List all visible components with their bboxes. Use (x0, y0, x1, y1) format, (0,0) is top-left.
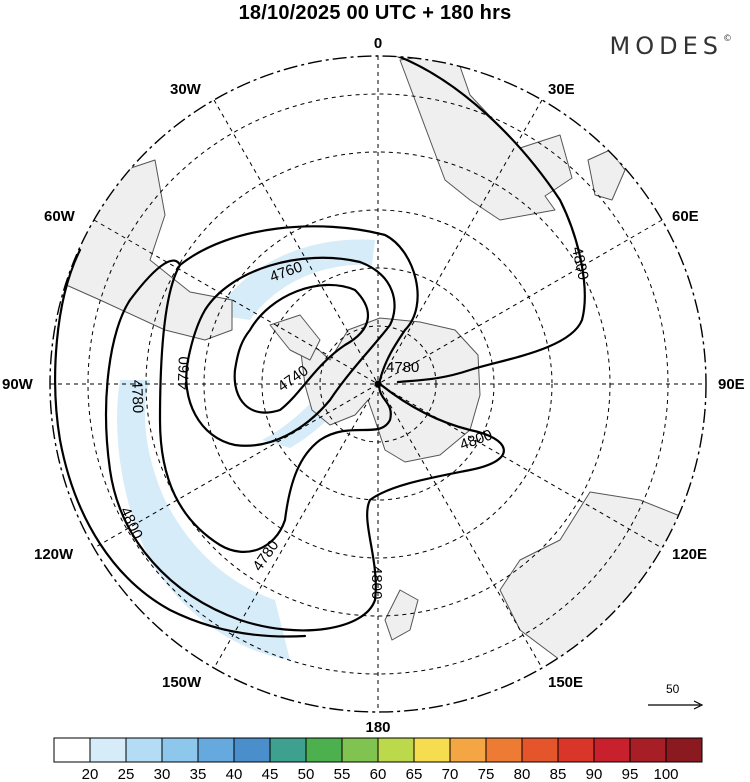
colorbar-swatch (486, 738, 522, 762)
lon-label-60e: 60E (672, 208, 699, 225)
colorbar-swatch (162, 738, 198, 762)
colorbar-label: 55 (334, 766, 351, 782)
madagascar-landmass (588, 150, 625, 200)
colorbar-swatch (450, 738, 486, 762)
contour-label-4800-south: 4800 (368, 566, 385, 599)
colorbar-swatch (342, 738, 378, 762)
colorbar-label: 100 (653, 766, 678, 782)
lon-label-120e: 120E (672, 546, 707, 563)
contour-label-4800-east: 4800 (568, 245, 592, 281)
colorbar-swatch (414, 738, 450, 762)
vector-scale: 50 (648, 682, 702, 709)
colorbar-swatch (378, 738, 414, 762)
pole-marker (375, 381, 382, 388)
lon-label-90w: 90W (2, 376, 34, 393)
colorbar-swatch (198, 738, 234, 762)
colorbar-swatch (666, 738, 702, 762)
africa-landmass (400, 52, 572, 220)
lon-label-60w: 60W (44, 208, 76, 225)
antarctic-peninsula-landmass (270, 315, 320, 360)
lon-label-150e: 150E (548, 674, 583, 691)
lon-label-30e: 30E (548, 81, 575, 98)
colorbar-swatch (522, 738, 558, 762)
map-disc: 4740 4760 4760 4780 4780 4780 4800 4800 … (50, 52, 740, 720)
colorbar-swatch (306, 738, 342, 762)
colorbar-label: 40 (226, 766, 243, 782)
contour-label-4780-center: 4780 (386, 359, 419, 376)
colorbar-label: 70 (442, 766, 459, 782)
colorbar-swatch (270, 738, 306, 762)
lon-label-30w: 30W (170, 81, 202, 98)
contour-label-4780-lower: 4780 (249, 537, 282, 574)
colorbar-label: 35 (190, 766, 207, 782)
colorbar-swatch (126, 738, 162, 762)
lon-label-150w: 150W (162, 674, 202, 691)
contour-label-4780-left: 4780 (128, 380, 146, 414)
colorbar-label: 75 (478, 766, 495, 782)
colorbar-swatch (594, 738, 630, 762)
colorbar-label: 85 (550, 766, 567, 782)
lon-label-180: 180 (365, 719, 390, 736)
colorbar-swatch (630, 738, 666, 762)
colorbar-label: 95 (622, 766, 639, 782)
colorbar-label: 90 (586, 766, 603, 782)
colorbar-label: 80 (514, 766, 531, 782)
colorbar: 20 25 30 35 40 45 50 55 60 65 70 75 80 85 90 95 100 (54, 738, 702, 782)
colorbar-label: 25 (118, 766, 135, 782)
colorbar-swatch (90, 738, 126, 762)
jet-shading-west (117, 380, 290, 660)
colorbar-swatch (54, 738, 90, 762)
colorbar-label: 30 (154, 766, 171, 782)
colorbar-label: 50 (298, 766, 315, 782)
colorbar-label: 20 (82, 766, 99, 782)
lon-label-0: 0 (374, 35, 382, 52)
contour-label-4760-left: 4760 (175, 356, 193, 390)
vector-scale-label: 50 (666, 682, 680, 696)
lon-label-90e: 90E (718, 376, 745, 393)
polar-map: 4740 4760 4760 4780 4780 4780 4800 4800 … (0, 0, 750, 782)
new-zealand-landmass (385, 590, 418, 640)
colorbar-label: 65 (406, 766, 423, 782)
lon-label-120w: 120W (34, 546, 74, 563)
colorbar-swatch (234, 738, 270, 762)
colorbar-label: 45 (262, 766, 279, 782)
colorbar-label: 60 (370, 766, 387, 782)
colorbar-swatch (558, 738, 594, 762)
